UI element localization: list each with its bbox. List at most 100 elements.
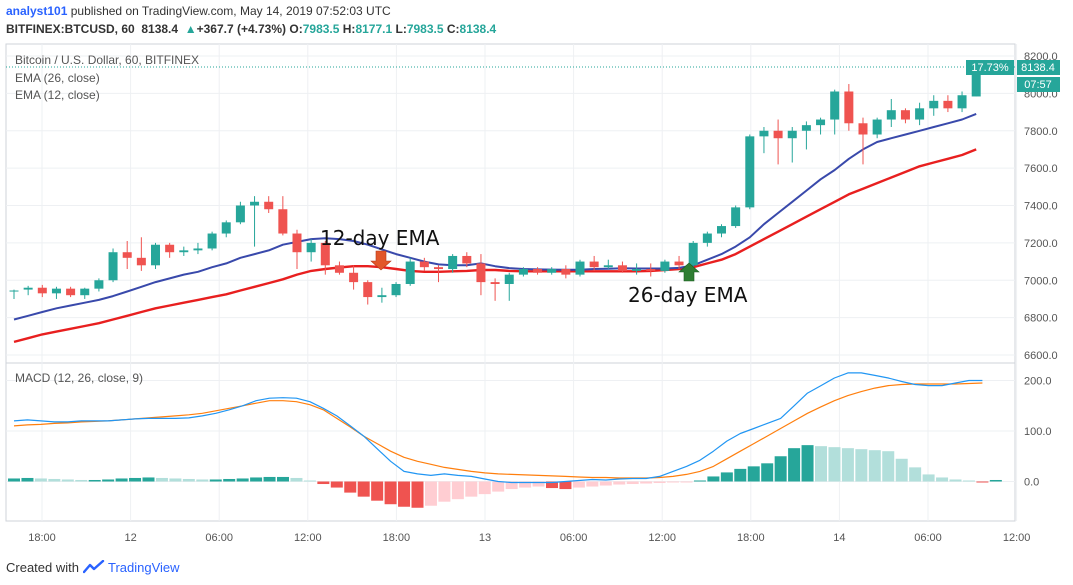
- tradingview-brand[interactable]: TradingView: [108, 560, 180, 575]
- candle-body: [561, 269, 571, 275]
- signal-line: [13, 382, 983, 479]
- macd-histogram-bar: [75, 479, 88, 482]
- candle-body: [292, 233, 302, 253]
- footer: Created with TradingView: [6, 559, 180, 577]
- countdown-tag-text: 07:57: [1024, 79, 1052, 91]
- candle: [603, 259, 613, 270]
- candle: [462, 252, 472, 268]
- candle-body: [9, 290, 19, 292]
- macd-histogram-bar: [922, 474, 935, 482]
- candle: [193, 242, 203, 255]
- candle: [434, 265, 443, 283]
- candle: [94, 278, 104, 292]
- candle-body: [971, 67, 981, 97]
- candle-body: [547, 269, 557, 273]
- time-tick-label: 18:00: [737, 532, 765, 544]
- candle-body: [504, 274, 514, 284]
- macd-tick-label: 100.0: [1024, 426, 1052, 438]
- chart-title: Bitcoin / U.S. Dollar, 60, BITFINEX: [15, 53, 200, 67]
- candle-body: [434, 267, 443, 270]
- author-link[interactable]: analyst101: [6, 4, 68, 18]
- time-tick-label: 18:00: [28, 532, 56, 544]
- candle: [801, 121, 811, 150]
- macd-histogram-bar: [344, 481, 357, 493]
- macd-histogram-bar: [989, 479, 1002, 482]
- candle: [23, 285, 33, 296]
- time-tick-label: 06:00: [560, 532, 588, 544]
- candle: [264, 196, 274, 213]
- candle-body: [830, 91, 840, 120]
- candle: [561, 265, 571, 279]
- ema26-legend[interactable]: EMA (26, close): [15, 71, 100, 85]
- candle-body: [844, 91, 854, 124]
- candle: [830, 89, 840, 135]
- candle-body: [801, 125, 811, 131]
- candle: [575, 259, 585, 277]
- price-tick-label: 7000.0: [1024, 275, 1058, 287]
- candle: [547, 267, 557, 275]
- price-tag: [1017, 60, 1060, 75]
- candle-body: [405, 261, 415, 284]
- high-value: 8177.1: [355, 22, 393, 36]
- candle-body: [320, 242, 330, 266]
- countdown-tag: [1017, 77, 1060, 92]
- candle: [108, 248, 118, 283]
- up-arrow-icon: [678, 262, 700, 282]
- macd-histogram-bar: [599, 481, 612, 486]
- candle-body: [929, 100, 939, 109]
- macd-histogram-bar: [236, 478, 249, 482]
- time-tick-label: 12:00: [294, 532, 322, 544]
- macd-histogram-bar: [855, 449, 868, 482]
- ema12-annotation: 12-day EMA: [320, 226, 440, 250]
- candle: [334, 261, 344, 275]
- candle-body: [448, 255, 458, 270]
- time-tick-label: 13: [479, 532, 491, 544]
- macd-histogram-bar: [371, 481, 384, 501]
- candle-body: [334, 265, 344, 273]
- macd-histogram-bar: [223, 478, 236, 482]
- macd-histogram-bar: [115, 478, 128, 482]
- ema26-line: [13, 148, 977, 344]
- candle-body: [108, 252, 118, 281]
- macd-histogram-bar: [936, 477, 949, 482]
- candle-body: [278, 209, 288, 234]
- candle-body: [674, 261, 684, 266]
- candle-body: [363, 282, 373, 298]
- macd-histogram-bar: [465, 481, 478, 497]
- candle-body: [915, 108, 925, 120]
- macd-legend[interactable]: MACD (12, 26, close, 9): [15, 371, 144, 385]
- candle-body: [575, 261, 585, 275]
- candle: [674, 255, 684, 270]
- candle-body: [943, 100, 953, 109]
- time-tick-label: 12: [124, 532, 136, 544]
- candle: [957, 91, 967, 113]
- macd-histogram-bar: [169, 478, 182, 482]
- candle: [292, 229, 302, 270]
- macd-histogram-bar: [868, 450, 881, 482]
- candle: [872, 117, 882, 139]
- candle: [51, 286, 61, 299]
- macd-histogram-bar: [815, 446, 827, 482]
- candle: [165, 242, 175, 258]
- candle-body: [533, 269, 543, 273]
- macd-histogram-bar: [586, 481, 599, 487]
- macd-histogram-bar: [519, 481, 532, 488]
- macd-histogram-bar: [424, 481, 437, 506]
- candle: [80, 287, 90, 299]
- percent-tag: [966, 60, 1014, 75]
- down-arrow-icon: [370, 250, 392, 271]
- candle-body: [136, 257, 146, 266]
- candle-body: [745, 136, 755, 208]
- candle: [9, 289, 19, 299]
- macd-histogram-bar: [384, 481, 397, 505]
- macd-histogram-bar: [290, 477, 303, 482]
- candle-body: [900, 110, 910, 120]
- macd-tick-label: 200.0: [1024, 376, 1052, 388]
- ema12-legend[interactable]: EMA (12, close): [15, 88, 100, 102]
- candle: [745, 134, 755, 210]
- candle-body: [858, 123, 868, 135]
- candle-body: [886, 110, 896, 120]
- macd-histogram-bar: [209, 479, 222, 482]
- price-tick-label: 7400.0: [1024, 201, 1058, 213]
